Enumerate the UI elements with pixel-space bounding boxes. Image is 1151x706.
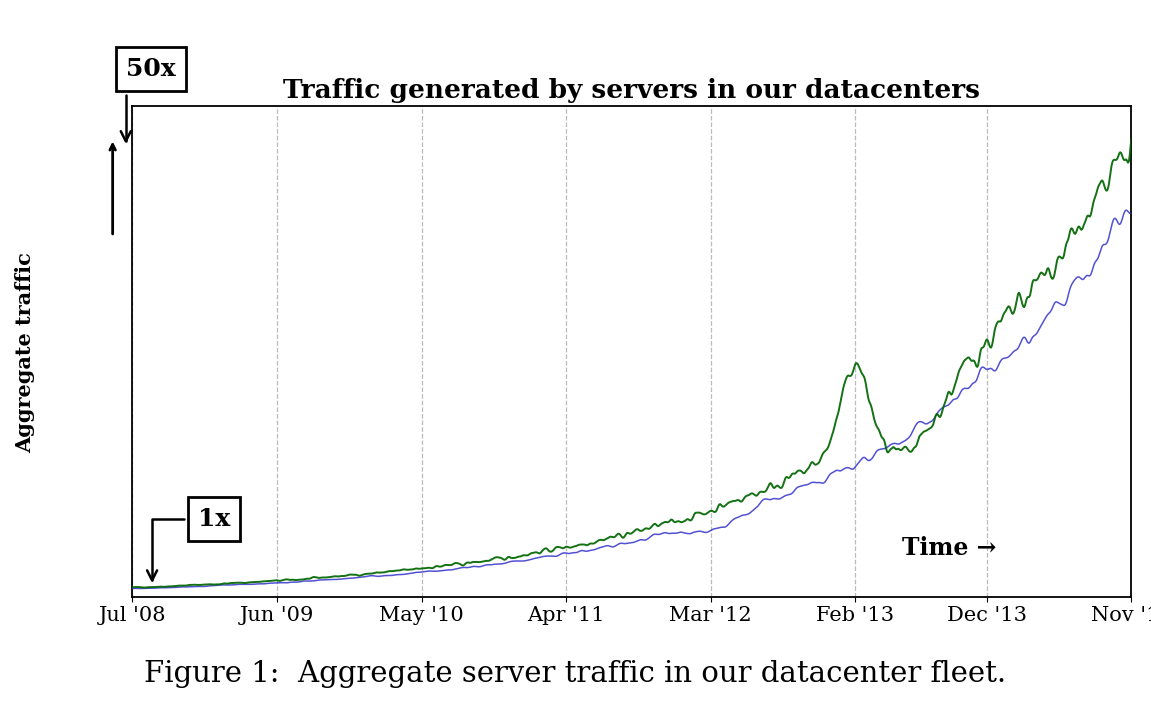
Text: Aggregate traffic: Aggregate traffic [15,253,36,453]
Text: Time →: Time → [902,536,997,560]
Text: Figure 1:  Aggregate server traffic in our datacenter fleet.: Figure 1: Aggregate server traffic in ou… [144,660,1007,688]
Text: 1x: 1x [147,507,230,580]
Title: Traffic generated by servers in our datacenters: Traffic generated by servers in our data… [283,78,981,102]
Text: 50x: 50x [121,57,176,141]
